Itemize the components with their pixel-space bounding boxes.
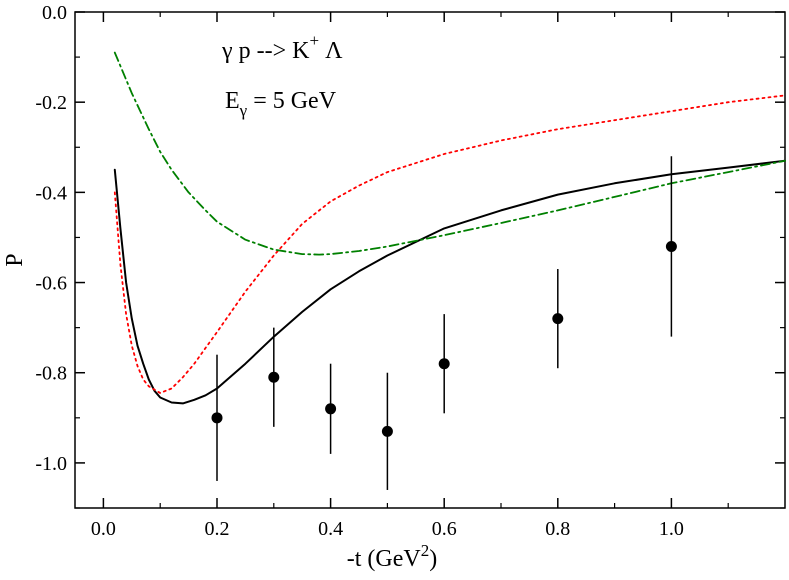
x-tick-labels: 0.0 0.2 0.4 0.6 0.8 1.0	[91, 518, 684, 540]
y-tick-label: 0.0	[42, 2, 67, 24]
x-axis-title: -t (GeV2)	[347, 541, 437, 572]
curve-dotted	[113, 94, 786, 394]
reaction-annotation: γ p --> K+ Λ	[221, 31, 343, 64]
y-tick-label: -1.0	[35, 453, 67, 475]
y-tick-label: -0.8	[35, 363, 67, 385]
energy-annotation: Eγ = 5 GeV	[225, 88, 337, 120]
axis-ticks	[75, 11, 785, 509]
data-point	[381, 425, 393, 437]
x-tick-label: 0.4	[318, 518, 343, 540]
y-tick-label: -0.6	[35, 273, 67, 295]
data-point	[268, 371, 280, 383]
data-point	[438, 358, 450, 370]
y-tick-label: -0.4	[35, 182, 67, 204]
plot-frame	[74, 11, 786, 509]
curve-dash-dot	[113, 51, 786, 256]
x-tick-label: 0.2	[205, 518, 230, 540]
y-tick-label: -0.2	[35, 92, 67, 114]
y-axis-title: P	[2, 253, 28, 266]
x-tick-label: 0.0	[91, 518, 116, 540]
data-point	[665, 240, 677, 252]
x-tick-label: 0.6	[432, 518, 457, 540]
data-point	[325, 403, 337, 415]
data-point	[552, 313, 564, 325]
x-tick-label: 1.0	[659, 518, 684, 540]
data-point	[211, 412, 223, 424]
curve-solid	[113, 159, 786, 405]
curves	[113, 51, 786, 405]
data-points	[211, 156, 677, 490]
y-tick-labels: 0.0 -0.2 -0.4 -0.6 -0.8 -1.0	[35, 2, 67, 475]
x-tick-label: 0.8	[545, 518, 570, 540]
